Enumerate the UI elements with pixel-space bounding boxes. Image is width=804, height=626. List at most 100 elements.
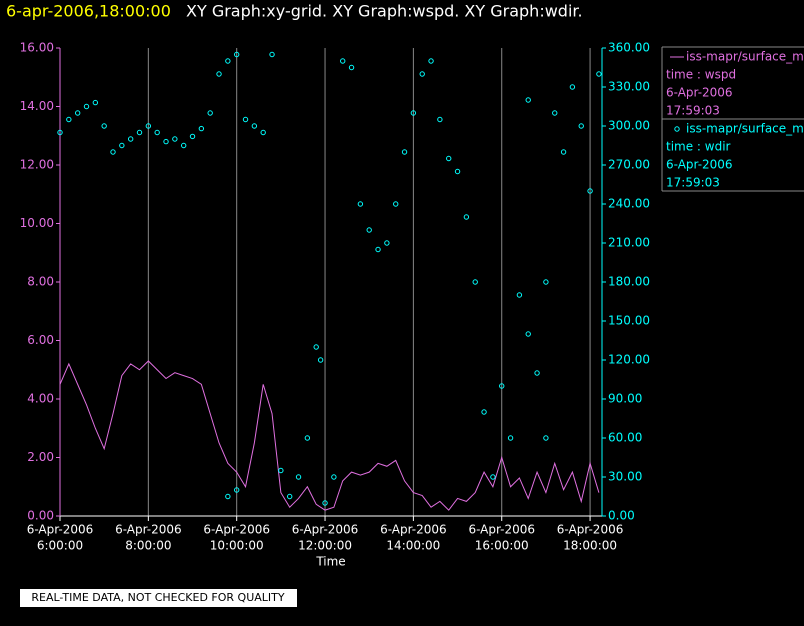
y2-tick-label: 0.00 (608, 509, 635, 523)
legend-entry: iss-mapr/surface_m (686, 50, 804, 64)
x-tick-date: 6-Apr-2006 (27, 523, 94, 537)
wdir-point (543, 279, 549, 285)
wdir-point (172, 136, 178, 142)
legend-detail: 6-Apr-2006 (666, 86, 733, 100)
x-tick-date: 6-Apr-2006 (557, 523, 624, 537)
y-tick-label: 8.00 (27, 275, 54, 289)
y2-tick-label: 120.00 (608, 353, 650, 367)
wdir-point (225, 58, 231, 64)
wdir-point (366, 227, 372, 233)
y2-tick-label: 30.00 (608, 470, 642, 484)
y-tick-label: 10.00 (20, 216, 54, 230)
wdir-point (74, 110, 81, 116)
x-tick-label: 10:00:00 (210, 539, 264, 553)
wdir-point (119, 142, 125, 149)
wdir-point (525, 331, 531, 337)
y2-tick-label: 150.00 (608, 314, 650, 328)
y2-tick-label: 60.00 (608, 431, 642, 445)
wdir-point (163, 138, 169, 145)
wdir-point (207, 110, 213, 116)
legend-entry: iss-mapr/surface_m (686, 122, 804, 136)
wdir-point (410, 110, 417, 116)
wdir-point (384, 240, 390, 246)
wdir-point (331, 474, 337, 480)
y-tick-label: 6.00 (27, 333, 54, 347)
x-tick-date: 6-Apr-2006 (203, 523, 270, 537)
wdir-point (304, 435, 311, 441)
wdir-point (463, 214, 470, 220)
wdir-point (154, 129, 160, 136)
x-tick-date: 6-Apr-2006 (292, 523, 359, 537)
wdir-point (260, 129, 266, 136)
legend-detail: 17:59:03 (666, 104, 720, 118)
wdir-point (507, 435, 514, 441)
wdir-point (419, 71, 425, 77)
footer-note: REAL-TIME DATA, NOT CHECKED FOR QUALITY (31, 591, 285, 604)
wdir-point (198, 125, 205, 132)
wdir-point (127, 136, 134, 142)
wdir-point (472, 279, 478, 285)
wdir-point (401, 149, 408, 155)
wdir-point (66, 116, 72, 123)
legend-swatch (674, 126, 680, 132)
wdir-point (454, 168, 461, 175)
wdir-point (145, 123, 152, 129)
footer-box (20, 589, 297, 607)
wdir-point (348, 64, 355, 71)
wdir-point (216, 71, 222, 77)
y-tick-label: 2.00 (27, 450, 54, 464)
wdir-point (313, 344, 319, 350)
wdir-point (534, 370, 540, 376)
wdir-point (499, 383, 505, 389)
legend-detail: 6-Apr-2006 (666, 158, 733, 172)
x-tick-label: 6:00:00 (37, 539, 83, 553)
wdir-point (136, 129, 143, 136)
wdir-point (569, 84, 576, 90)
wdir-point (278, 467, 284, 474)
wdir-point (101, 123, 107, 129)
x-tick-label: 14:00:00 (386, 539, 440, 553)
wdir-point (428, 58, 434, 64)
x-tick-date: 6-Apr-2006 (468, 523, 535, 537)
chart-title: XY Graph:xy-grid. XY Graph:wspd. XY Grap… (186, 2, 583, 21)
wdir-point (251, 123, 258, 129)
wdir-point (357, 201, 364, 207)
y2-tick-label: 180.00 (608, 275, 650, 289)
wdir-point (437, 116, 443, 123)
wdir-point (110, 149, 116, 155)
wdir-point (225, 493, 231, 500)
wdir-point (286, 493, 293, 500)
wdir-point (340, 58, 346, 64)
wdir-point (578, 123, 584, 129)
wdir-point (242, 116, 249, 123)
wdir-point (295, 474, 302, 480)
wdir-point (516, 292, 523, 298)
legend-detail: time : wdir (666, 140, 731, 154)
wdir-point (490, 474, 496, 480)
x-tick-label: 16:00:00 (475, 539, 529, 553)
wdir-point (552, 110, 558, 116)
wdir-point (393, 201, 399, 207)
x-axis-label: Time (315, 555, 345, 569)
wdir-point (375, 246, 381, 253)
legend-detail: time : wspd (666, 68, 736, 82)
wdir-point (322, 500, 328, 506)
wdir-point (233, 487, 240, 493)
wspd-line (59, 360, 600, 511)
wdir-point (189, 133, 196, 140)
y2-tick-label: 210.00 (608, 236, 650, 250)
y2-tick-label: 300.00 (608, 119, 650, 133)
x-tick-label: 18:00:00 (563, 539, 617, 553)
wdir-point (560, 149, 567, 155)
wdir-point (57, 129, 63, 136)
wdir-point (269, 51, 275, 58)
wdir-point (481, 409, 487, 415)
legend-detail: 17:59:03 (666, 176, 720, 190)
y2-tick-label: 360.00 (608, 41, 650, 55)
wdir-point (92, 99, 99, 106)
wdir-point (525, 97, 531, 103)
wdir-point (587, 188, 593, 194)
wdir-point (543, 435, 549, 441)
y-tick-label: 16.00 (20, 41, 54, 55)
